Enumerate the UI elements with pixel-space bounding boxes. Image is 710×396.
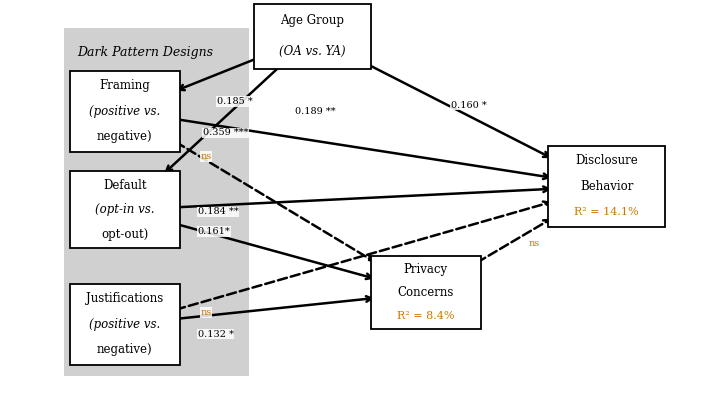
Text: R² = 14.1%: R² = 14.1%: [574, 207, 639, 217]
FancyBboxPatch shape: [548, 146, 665, 227]
Text: Age Group: Age Group: [280, 14, 344, 27]
Text: Default: Default: [103, 179, 146, 192]
Text: Concerns: Concerns: [398, 286, 454, 299]
Text: 0.359 ***: 0.359 ***: [202, 128, 248, 137]
Text: (positive vs.: (positive vs.: [89, 105, 160, 118]
Text: 0.160 *: 0.160 *: [451, 101, 486, 110]
FancyBboxPatch shape: [254, 4, 371, 69]
Text: (positive vs.: (positive vs.: [89, 318, 160, 331]
FancyBboxPatch shape: [70, 171, 180, 248]
Text: Framing: Framing: [99, 79, 150, 92]
Text: Justifications: Justifications: [86, 292, 163, 305]
Text: 0.189 **: 0.189 **: [295, 107, 335, 116]
FancyArrowPatch shape: [179, 58, 258, 90]
Text: ns: ns: [200, 152, 212, 161]
Text: R² = 8.4%: R² = 8.4%: [397, 311, 454, 321]
FancyArrowPatch shape: [367, 64, 549, 157]
Text: 0.184 **: 0.184 **: [197, 208, 239, 216]
FancyArrowPatch shape: [176, 224, 372, 279]
Text: negative): negative): [97, 343, 153, 356]
Text: Dark Pattern Designs: Dark Pattern Designs: [77, 46, 213, 59]
FancyBboxPatch shape: [70, 71, 180, 152]
Text: (OA vs. YA): (OA vs. YA): [279, 45, 346, 58]
Text: 0.161*: 0.161*: [197, 227, 231, 236]
FancyBboxPatch shape: [371, 256, 481, 329]
FancyBboxPatch shape: [65, 29, 248, 375]
Text: Privacy: Privacy: [404, 263, 448, 276]
Text: Disclosure: Disclosure: [575, 154, 638, 167]
Text: negative): negative): [97, 130, 153, 143]
Text: 0.132 *: 0.132 *: [197, 329, 234, 339]
Text: ns: ns: [200, 308, 212, 317]
Text: Behavior: Behavior: [580, 180, 633, 193]
Text: opt-out): opt-out): [101, 228, 148, 241]
Text: (opt-in vs.: (opt-in vs.: [95, 203, 155, 216]
FancyArrowPatch shape: [176, 187, 549, 208]
FancyArrowPatch shape: [176, 142, 372, 260]
FancyArrowPatch shape: [166, 67, 280, 171]
FancyArrowPatch shape: [477, 220, 550, 263]
Text: 0.185 *: 0.185 *: [217, 97, 253, 106]
FancyArrowPatch shape: [176, 119, 549, 179]
FancyArrowPatch shape: [176, 202, 549, 310]
FancyArrowPatch shape: [176, 296, 372, 319]
Text: ns: ns: [529, 239, 540, 248]
FancyBboxPatch shape: [70, 284, 180, 365]
